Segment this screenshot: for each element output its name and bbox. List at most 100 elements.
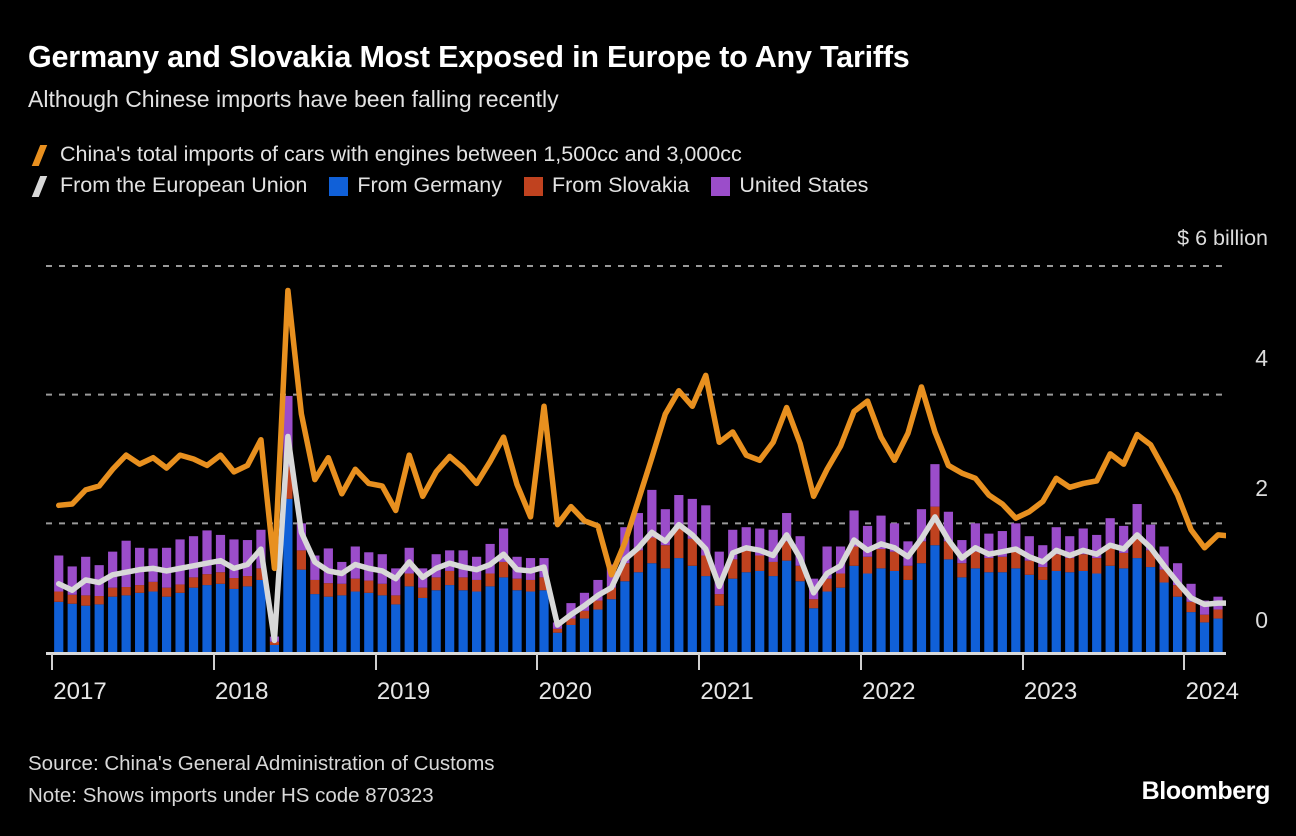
legend-item-slovakia[interactable]: From Slovakia bbox=[523, 175, 689, 197]
bar-segment-slovakia[interactable] bbox=[943, 541, 954, 560]
bar-segment-germany[interactable] bbox=[1105, 565, 1115, 652]
bar-segment-slovakia[interactable] bbox=[1105, 547, 1115, 566]
bar-segment-germany[interactable] bbox=[795, 581, 805, 652]
bar-segment-germany[interactable] bbox=[472, 591, 482, 652]
bar-segment-germany[interactable] bbox=[714, 605, 724, 652]
bar-segment-slovakia[interactable] bbox=[687, 538, 697, 566]
bar-segment-germany[interactable] bbox=[593, 609, 603, 652]
bar-segment-germany[interactable] bbox=[957, 577, 967, 652]
bar-segment-united-states[interactable] bbox=[1024, 536, 1034, 561]
bar-segment-germany[interactable] bbox=[1078, 570, 1088, 652]
bar-segment-united-states[interactable] bbox=[849, 510, 859, 547]
bar-segment-germany[interactable] bbox=[242, 586, 253, 652]
bar-segment-germany[interactable] bbox=[916, 563, 927, 652]
bar-segment-slovakia[interactable] bbox=[876, 549, 886, 569]
bar-segment-united-states[interactable] bbox=[202, 530, 212, 575]
bar-segment-united-states[interactable] bbox=[687, 498, 697, 539]
bar-segment-united-states[interactable] bbox=[108, 551, 118, 588]
bar-segment-slovakia[interactable] bbox=[579, 610, 590, 619]
bar-segment-germany[interactable] bbox=[970, 568, 980, 652]
bar-segment-germany[interactable] bbox=[539, 590, 549, 652]
bar-segment-germany[interactable] bbox=[188, 587, 199, 652]
bar-segment-germany[interactable] bbox=[620, 581, 630, 652]
bar-segment-united-states[interactable] bbox=[1132, 504, 1142, 537]
bar-segment-slovakia[interactable] bbox=[1213, 609, 1223, 619]
bar-segment-slovakia[interactable] bbox=[377, 583, 387, 596]
bar-segment-slovakia[interactable] bbox=[161, 587, 172, 597]
bar-segment-germany[interactable] bbox=[215, 583, 226, 652]
bar-segment-united-states[interactable] bbox=[1105, 518, 1115, 548]
bar-segment-united-states[interactable] bbox=[310, 555, 320, 580]
bar-segment-germany[interactable] bbox=[1132, 558, 1142, 652]
bar-segment-germany[interactable] bbox=[876, 568, 886, 652]
bar-segment-germany[interactable] bbox=[445, 585, 455, 652]
bar-segment-germany[interactable] bbox=[148, 591, 158, 652]
bar-segment-slovakia[interactable] bbox=[1051, 554, 1061, 571]
bar-segment-germany[interactable] bbox=[943, 559, 954, 652]
bar-segment-slovakia[interactable] bbox=[1092, 558, 1102, 574]
bar-segment-slovakia[interactable] bbox=[1065, 558, 1075, 573]
bar-segment-germany[interactable] bbox=[728, 578, 738, 652]
bar-segment-united-states[interactable] bbox=[1065, 536, 1075, 559]
bar-segment-slovakia[interactable] bbox=[175, 584, 185, 593]
bar-segment-slovakia[interactable] bbox=[54, 591, 64, 602]
bar-segment-slovakia[interactable] bbox=[283, 466, 293, 499]
bar-segment-germany[interactable] bbox=[1051, 570, 1061, 652]
bar-segment-united-states[interactable] bbox=[768, 529, 778, 562]
bar-segment-germany[interactable] bbox=[930, 545, 940, 652]
bar-segment-germany[interactable] bbox=[431, 590, 441, 652]
bar-segment-germany[interactable] bbox=[768, 576, 778, 652]
bar-segment-germany[interactable] bbox=[1024, 574, 1034, 652]
bar-segment-germany[interactable] bbox=[755, 570, 765, 652]
bar-segment-slovakia[interactable] bbox=[1146, 550, 1156, 568]
bar-segment-germany[interactable] bbox=[997, 572, 1007, 652]
bar-segment-slovakia[interactable] bbox=[647, 537, 657, 564]
bar-segment-germany[interactable] bbox=[404, 586, 414, 652]
bar-segment-germany[interactable] bbox=[175, 592, 185, 652]
bar-segment-slovakia[interactable] bbox=[984, 558, 994, 573]
bar-segment-united-states[interactable] bbox=[121, 540, 131, 588]
bar-segment-slovakia[interactable] bbox=[795, 565, 805, 582]
bar-segment-germany[interactable] bbox=[458, 590, 468, 652]
bar-segment-germany[interactable] bbox=[283, 498, 293, 652]
bar-segment-slovakia[interactable] bbox=[188, 577, 199, 588]
legend-item-united-states[interactable]: United States bbox=[711, 175, 868, 197]
bar-segment-germany[interactable] bbox=[647, 563, 657, 652]
bar-segment-slovakia[interactable] bbox=[701, 555, 711, 577]
bar-segment-slovakia[interactable] bbox=[822, 578, 832, 592]
bar-segment-germany[interactable] bbox=[121, 595, 131, 652]
bar-segment-germany[interactable] bbox=[903, 579, 913, 652]
bar-segment-united-states[interactable] bbox=[916, 509, 927, 542]
bar-segment-germany[interactable] bbox=[256, 579, 266, 652]
bar-segment-germany[interactable] bbox=[67, 603, 77, 652]
bar-segment-united-states[interactable] bbox=[795, 536, 805, 566]
bar-segment-slovakia[interactable] bbox=[997, 556, 1007, 573]
bar-segment-united-states[interactable] bbox=[755, 528, 765, 556]
bar-segment-united-states[interactable] bbox=[741, 527, 751, 551]
bar-segment-slovakia[interactable] bbox=[337, 583, 347, 596]
bar-segment-united-states[interactable] bbox=[188, 536, 199, 578]
bar-segment-united-states[interactable] bbox=[283, 395, 293, 467]
bar-segment-united-states[interactable] bbox=[593, 579, 603, 601]
bar-segment-slovakia[interactable] bbox=[620, 563, 630, 582]
bar-segment-united-states[interactable] bbox=[984, 533, 994, 559]
bar-segment-united-states[interactable] bbox=[1119, 525, 1129, 553]
bar-segment-united-states[interactable] bbox=[391, 568, 401, 596]
bar-segment-slovakia[interactable] bbox=[930, 506, 940, 546]
bar-segment-slovakia[interactable] bbox=[849, 546, 859, 566]
bar-segment-slovakia[interactable] bbox=[418, 587, 428, 598]
bar-segment-united-states[interactable] bbox=[1199, 600, 1210, 615]
bar-segment-slovakia[interactable] bbox=[148, 581, 158, 592]
bar-segment-slovakia[interactable] bbox=[215, 572, 226, 584]
bar-segment-united-states[interactable] bbox=[67, 566, 77, 595]
bar-segment-germany[interactable] bbox=[269, 644, 280, 652]
bar-segment-slovakia[interactable] bbox=[485, 573, 495, 587]
bar-segment-germany[interactable] bbox=[161, 596, 172, 652]
bar-segment-slovakia[interactable] bbox=[67, 594, 77, 604]
bar-segment-united-states[interactable] bbox=[660, 509, 670, 546]
bar-segment-slovakia[interactable] bbox=[809, 599, 819, 609]
bar-segment-germany[interactable] bbox=[606, 599, 617, 652]
bar-segment-slovakia[interactable] bbox=[755, 555, 765, 571]
bar-segment-slovakia[interactable] bbox=[606, 587, 617, 600]
bar-segment-germany[interactable] bbox=[418, 597, 428, 652]
